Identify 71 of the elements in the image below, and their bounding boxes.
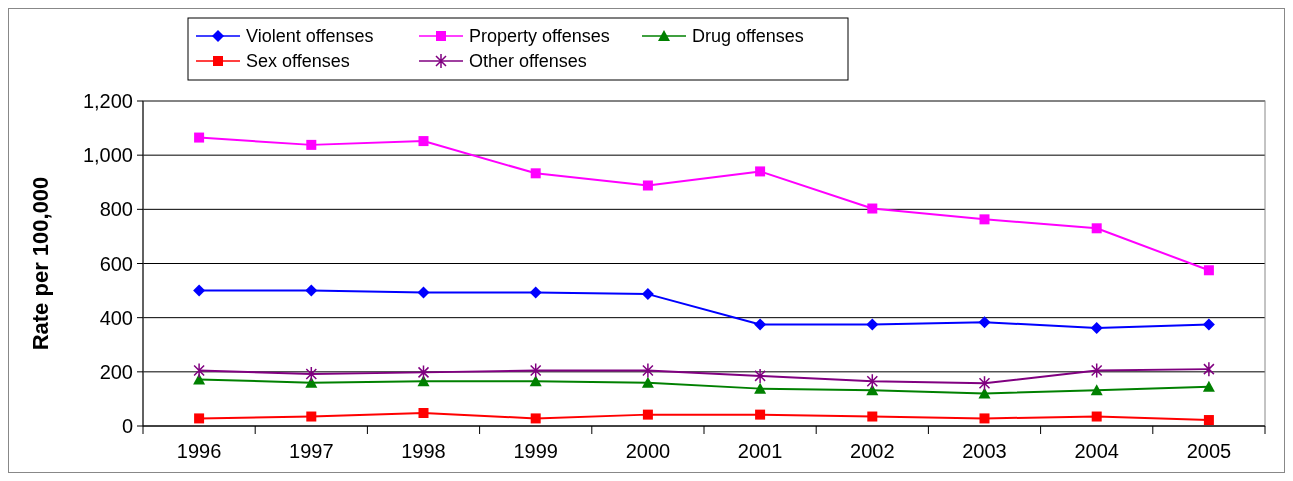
point [978,387,991,399]
point [866,373,879,390]
point [641,376,654,388]
point [1091,223,1102,234]
point [529,362,542,379]
point [529,286,542,299]
point [1203,265,1214,276]
legend-label: Sex offenses [246,51,350,72]
point [1091,411,1102,422]
point [866,318,879,331]
y-tick-label: 400 [99,306,133,329]
point [417,286,430,299]
x-tick-label: 1996 [176,440,222,462]
point [754,368,766,384]
point [305,376,318,388]
point [194,132,205,143]
legend-label: Property offenses [469,26,610,47]
x-tick-label: 1999 [513,440,558,462]
point [1202,380,1215,392]
point [755,409,766,420]
y-tick-label: 200 [99,360,133,383]
point [529,375,542,387]
point [194,413,205,424]
point [979,413,990,424]
point [642,362,654,379]
point [1202,318,1215,331]
point [530,413,541,424]
x-tick-label: 1997 [289,440,334,462]
point [1090,362,1103,379]
point [867,411,878,422]
x-tick-label: 2003 [962,440,1007,462]
x-tick-label: 2000 [625,440,671,462]
y-tick-label: 600 [99,252,133,275]
x-tick-label: 2004 [1074,440,1119,462]
legend-label: Violent offenses [246,26,374,47]
y-tick-label: 800 [99,198,133,221]
point [305,284,318,297]
point [754,382,767,394]
point [642,409,653,420]
point [979,214,990,225]
point [306,139,317,150]
y-tick-label: 1,000 [82,144,133,167]
point [978,375,991,391]
x-tick-label: 1998 [401,440,446,462]
point [867,203,878,214]
point [978,316,991,329]
point [1203,415,1214,426]
point [1090,384,1103,396]
point [417,364,430,381]
x-tick-label: 2001 [737,440,783,462]
y-axis-title: Rate per 100,000 [28,176,53,351]
point [193,284,206,297]
point [1090,321,1103,334]
x-tick-label: 2005 [1186,440,1232,462]
legend-label: Drug offenses [692,26,804,47]
legend-label: Other offenses [469,51,587,72]
x-tick-label: 2002 [850,440,895,462]
point [642,180,653,191]
y-tick-label: 0 [121,415,133,437]
point [530,168,541,179]
point [193,362,205,379]
y-tick-label: 1,200 [82,90,133,112]
point [1203,361,1215,377]
point [754,318,767,331]
point [305,366,318,382]
point [306,411,317,422]
point [418,408,429,418]
point [641,288,654,301]
point [866,384,879,396]
point [418,136,429,147]
point [755,166,766,177]
